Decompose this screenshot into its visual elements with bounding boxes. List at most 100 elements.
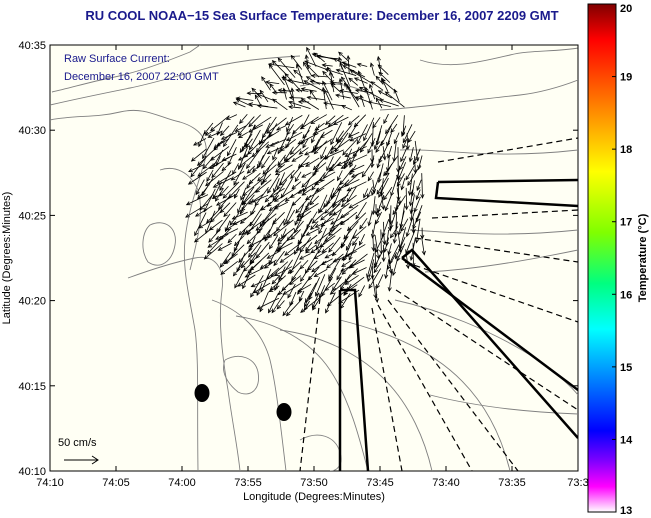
current-vector-head (373, 263, 378, 269)
current-vector-head (341, 61, 347, 66)
current-vector-head (320, 154, 325, 160)
current-vector (328, 114, 344, 127)
current-vector-head (199, 205, 204, 211)
colorbar-tick-label: 19 (620, 72, 632, 84)
current-vector-head (248, 102, 254, 107)
current-vector-head (225, 115, 231, 120)
current-vector (348, 197, 368, 209)
current-vector-head (294, 228, 299, 234)
current-vector-head (378, 98, 384, 103)
current-vector-head (272, 220, 277, 225)
current-vector-head (239, 119, 244, 124)
current-vector (385, 163, 393, 176)
current-vector (396, 187, 401, 205)
current-vector-head (220, 135, 226, 140)
current-vector-head (219, 131, 225, 137)
current-vector (301, 218, 313, 238)
current-vector (376, 274, 384, 289)
current-vector-head (305, 76, 311, 81)
current-vector-head (240, 195, 245, 201)
current-vector (368, 211, 373, 226)
current-vector (206, 169, 214, 182)
current-vector (188, 171, 207, 185)
current-vector (388, 243, 392, 255)
current-vector (382, 146, 386, 160)
current-vector (386, 132, 392, 147)
current-vector-head (299, 162, 304, 167)
current-vector (232, 163, 239, 175)
current-vector-head (269, 142, 275, 147)
current-vector (390, 171, 400, 196)
current-vector-head (235, 98, 241, 103)
current-vector (261, 201, 272, 211)
current-vector-head (417, 165, 422, 171)
current-vector (272, 98, 288, 111)
current-vector (211, 162, 224, 178)
current-vector (399, 156, 407, 170)
current-vector-head (324, 209, 329, 214)
current-vector-head (294, 221, 299, 226)
current-vector-head (370, 274, 375, 280)
current-vector-head (289, 280, 294, 286)
current-vector (378, 90, 392, 99)
current-vector (358, 70, 367, 92)
current-vector-head (259, 89, 264, 95)
current-vector-head (309, 200, 315, 206)
current-vector-head (269, 83, 274, 88)
current-vector-head (296, 213, 302, 218)
current-vector-head (330, 82, 335, 88)
current-vector-head (291, 157, 297, 162)
current-vector (267, 195, 280, 207)
current-vector-head (300, 87, 306, 92)
current-vector (367, 186, 373, 198)
current-vector-head (262, 178, 268, 183)
current-vector (388, 213, 391, 231)
current-vector (231, 242, 240, 257)
current-vector (238, 244, 255, 263)
current-vector (325, 68, 343, 76)
current-vector-head (248, 247, 253, 252)
current-vector-head (390, 191, 395, 197)
current-vector (285, 194, 294, 202)
current-vector (328, 258, 341, 279)
current-vector (350, 164, 365, 172)
current-vector-head (354, 88, 360, 93)
current-vector (333, 58, 351, 67)
current-vector (352, 140, 369, 157)
current-vector-head (268, 288, 274, 293)
current-vector (335, 94, 351, 99)
current-vector (248, 194, 269, 205)
current-vector (242, 186, 261, 205)
current-vector (270, 188, 285, 198)
current-vector (251, 276, 272, 287)
current-vector (269, 235, 279, 249)
current-vector (250, 250, 263, 264)
current-vector (378, 72, 391, 83)
current-vector (264, 259, 277, 269)
current-vector (392, 195, 406, 215)
current-vector (386, 252, 398, 270)
y-axis-ticks: 40:35 40:30 40:25 40:20 40:15 40:10 (18, 40, 578, 478)
current-vector (262, 173, 272, 183)
current-vector (401, 125, 407, 137)
current-vector-head (273, 197, 279, 202)
current-vector (324, 204, 333, 214)
current-vector-head (413, 160, 417, 166)
current-vector-head (305, 231, 311, 236)
current-vector-head (291, 185, 297, 190)
current-vector-head (298, 255, 304, 260)
current-vector (239, 154, 254, 167)
current-vector-head (328, 247, 333, 253)
current-vector (267, 145, 285, 155)
current-vector (274, 188, 295, 202)
current-vector-head (237, 282, 242, 287)
current-vector-head (247, 200, 253, 205)
current-vector-head (300, 308, 305, 313)
current-vector (324, 282, 335, 291)
current-vector-head (287, 269, 293, 274)
current-vector-head (237, 208, 242, 214)
current-vector-head (268, 132, 273, 138)
current-vector (302, 138, 309, 149)
current-vector (294, 237, 303, 255)
current-vector (301, 188, 312, 196)
